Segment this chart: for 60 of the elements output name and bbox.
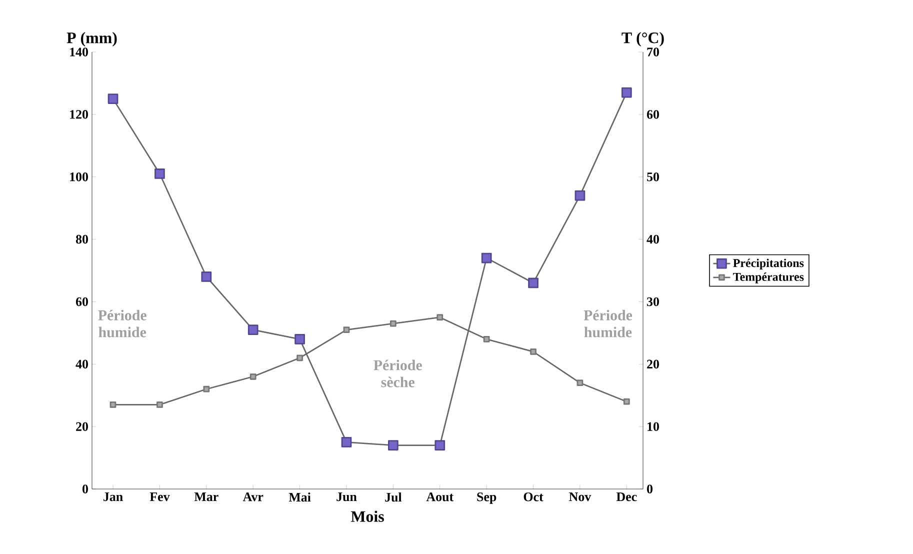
x-tick-label: Fev xyxy=(150,492,170,502)
point xyxy=(574,190,586,201)
point xyxy=(390,320,396,327)
point xyxy=(203,386,210,392)
point xyxy=(388,440,398,450)
annotation: Période sèche xyxy=(374,360,422,388)
point xyxy=(436,314,444,321)
y2-tick-label: 20 xyxy=(647,360,659,369)
point xyxy=(248,324,258,335)
x-tick-label: Jun xyxy=(336,492,357,502)
point xyxy=(481,252,492,264)
x-axis-title: Mois xyxy=(350,510,384,522)
point xyxy=(201,272,212,282)
x-tick-label: Sep xyxy=(477,492,496,504)
point xyxy=(343,326,350,333)
y2-tick-label: 40 xyxy=(646,234,659,244)
y2-tick-label: 70 xyxy=(647,48,659,56)
y-tick-label: 140 xyxy=(70,48,88,56)
y-tick-label: 80 xyxy=(76,234,88,244)
point xyxy=(576,380,584,386)
x-tick-label: Jan xyxy=(104,492,123,502)
y2-tick-label: 0 xyxy=(647,484,653,494)
point xyxy=(156,402,163,408)
point xyxy=(621,87,632,98)
point xyxy=(108,94,118,104)
point xyxy=(110,402,116,408)
point xyxy=(296,354,303,362)
point xyxy=(341,436,352,448)
y-tick-label: 100 xyxy=(70,172,88,182)
y-tick-label: 40 xyxy=(76,360,88,369)
x-tick-label: Mar xyxy=(194,492,218,502)
x-tick-label: Avr xyxy=(242,492,264,502)
y2-tick-label: 50 xyxy=(647,172,659,182)
x-tick-label: Oct xyxy=(524,492,544,502)
point xyxy=(154,168,165,179)
y-tick-label: 20 xyxy=(76,422,88,431)
point xyxy=(250,373,256,380)
y2-tick-label: 30 xyxy=(647,297,659,306)
point xyxy=(528,278,538,288)
y-axis-title: P (mm) xyxy=(66,32,117,46)
point xyxy=(294,334,305,344)
legend-label: Températures xyxy=(733,272,804,284)
x-tick-label: Nov xyxy=(569,492,592,502)
annotation: Période humide xyxy=(584,310,632,338)
point xyxy=(434,440,446,450)
x-tick-label: Dec xyxy=(616,492,637,502)
point xyxy=(623,398,630,405)
y-tick-label: 0 xyxy=(82,484,88,494)
y2-tick-label: 60 xyxy=(646,110,659,119)
x-tick-label: Mai xyxy=(288,492,311,502)
point xyxy=(530,348,536,355)
legend-label: Précipitations xyxy=(733,258,804,270)
y2-tick-label: 10 xyxy=(648,422,659,431)
y2-axis-title: T (°C) xyxy=(622,32,664,46)
y-tick-label: 60 xyxy=(76,297,88,306)
x-tick-label: Jul xyxy=(385,492,402,502)
x-tick-label: Aout xyxy=(426,492,454,502)
annotation: Période humide xyxy=(98,310,146,338)
point xyxy=(483,336,490,342)
y-tick-label: 120 xyxy=(70,110,88,119)
